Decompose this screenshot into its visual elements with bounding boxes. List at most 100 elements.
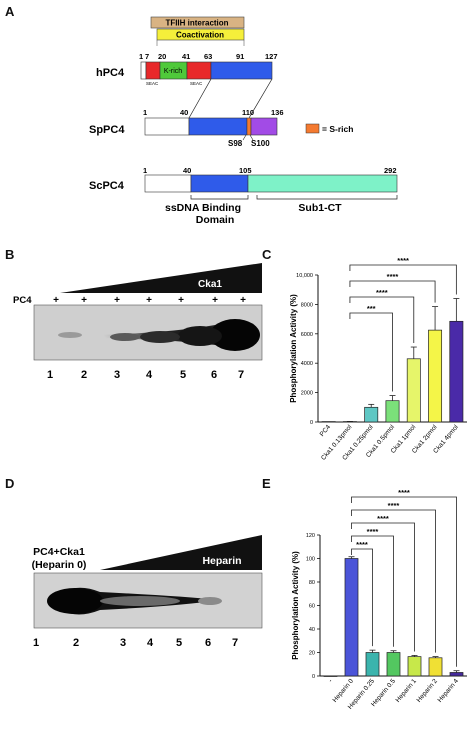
y-tick-label: 2000 <box>301 391 313 397</box>
bar <box>364 406 379 423</box>
lane-number: 6 <box>211 369 217 380</box>
significance-label: *** <box>367 304 376 313</box>
sppc4-blue <box>188 117 248 136</box>
plus-sign: + <box>212 295 218 306</box>
srich-legend-swatch <box>305 123 320 134</box>
bar <box>428 657 443 677</box>
plus-sign: + <box>53 295 59 306</box>
svg-text:S98: S98 <box>228 139 243 148</box>
svg-text:292: 292 <box>384 166 397 175</box>
bar <box>365 652 380 677</box>
krich-label: K-rich <box>164 68 182 75</box>
lane-number: 4 <box>147 637 154 649</box>
bar <box>428 329 443 423</box>
sppc4-purple <box>250 117 278 136</box>
x-tick-label: PC4 <box>319 424 333 438</box>
significance-label: **** <box>397 256 409 265</box>
svg-text:S100: S100 <box>251 139 270 148</box>
plus-sign: + <box>146 295 152 306</box>
lane-number: 4 <box>146 369 153 380</box>
y-tick-label: 8000 <box>301 302 313 308</box>
svg-text:127: 127 <box>265 52 278 61</box>
sppc4-label: SpPC4 <box>89 124 125 136</box>
y-tick-label: 10,000 <box>296 273 313 279</box>
svg-text:105: 105 <box>239 166 252 175</box>
plus-sign: + <box>178 295 184 306</box>
svg-text:40: 40 <box>183 166 191 175</box>
significance-bracket <box>351 535 394 647</box>
hpc4-seac1 <box>145 61 161 80</box>
significance-bracket <box>351 548 373 647</box>
coactivation-label: Coactivation <box>176 31 224 40</box>
bar <box>386 652 401 677</box>
significance-bracket <box>351 522 415 652</box>
plus-sign: + <box>81 295 87 306</box>
panel-label-b: B <box>5 247 15 262</box>
bar <box>406 358 421 423</box>
x-tick-label: Heparin 4 <box>437 677 461 703</box>
hpc4-seac2 <box>186 61 212 80</box>
significance-bracket <box>349 312 393 392</box>
heparin0-label: (Heparin 0) <box>32 559 87 571</box>
panel-label-d: D <box>5 476 15 491</box>
lane-number: 3 <box>120 637 126 649</box>
bar <box>344 558 359 677</box>
y-axis-label: Phosphorylation Activity (%) <box>291 551 300 660</box>
lane-number: 1 <box>47 369 53 380</box>
svg-text:7: 7 <box>145 52 149 61</box>
lane-number: 7 <box>232 637 238 649</box>
lane-number: 7 <box>238 369 244 380</box>
svg-text:SEAC: SEAC <box>190 81 203 86</box>
svg-text:40: 40 <box>180 108 188 117</box>
tfiih-box <box>150 16 245 29</box>
significance-label: **** <box>367 527 379 536</box>
cka1-wedge-label: Cka1 <box>198 279 222 290</box>
hpc4-blue <box>210 61 273 80</box>
scpc4-teal <box>247 174 398 193</box>
significance-label: **** <box>356 540 368 549</box>
significance-bracket <box>349 296 415 344</box>
heparin-wedge <box>100 535 262 570</box>
plus-sign: + <box>114 295 120 306</box>
svg-text:1: 1 <box>143 108 147 117</box>
bar-chart-c: 10,000 8000 6000 4000 2000 0 Phosphorylation A… <box>289 256 467 462</box>
pc4-cka1-label: PC4+Cka1 <box>33 546 85 558</box>
ssdna-label: ssDNA Binding Domain <box>165 202 241 226</box>
lane-number: 2 <box>73 637 79 649</box>
panel-label-a: A <box>5 4 15 19</box>
heparin-wedge-label: Heparin <box>202 555 241 567</box>
pc4-row-label: PC4 <box>13 295 32 306</box>
sppc4-white <box>144 117 190 136</box>
significance-label: **** <box>376 288 388 297</box>
svg-text:136: 136 <box>271 108 284 117</box>
hpc4-label: hPC4 <box>96 67 125 79</box>
y-tick-label: 80 <box>309 580 315 586</box>
western-blot-d: Heparin PC4+Cka1 (Heparin 0) 1 2 3 4 5 6 7 <box>32 535 263 649</box>
significance-bracket <box>349 264 457 295</box>
significance-bracket <box>349 280 436 303</box>
lane-number: 3 <box>114 369 120 380</box>
svg-text:110: 110 <box>242 108 254 117</box>
bar <box>407 656 422 677</box>
bar <box>323 675 338 677</box>
bar <box>449 320 464 423</box>
y-tick-label: 40 <box>309 627 315 633</box>
svg-text:41: 41 <box>182 52 190 61</box>
scpc4-blue <box>190 174 249 193</box>
significance-label: **** <box>377 514 389 523</box>
svg-text:20: 20 <box>158 52 166 61</box>
y-axis-label: Phosphorylation Activity (%) <box>289 294 298 403</box>
panel-label-e: E <box>262 476 271 491</box>
lane-number: 2 <box>81 369 87 380</box>
lane-number: 1 <box>33 637 39 649</box>
tfiih-label: TFIIH interaction <box>165 19 228 28</box>
lane-number: 5 <box>180 369 186 380</box>
svg-text:63: 63 <box>204 52 212 61</box>
significance-bracket <box>351 496 457 667</box>
y-tick-label: 120 <box>306 533 315 539</box>
significance-label: **** <box>387 272 399 281</box>
significance-label: **** <box>398 488 410 497</box>
y-tick-label: 0 <box>312 674 315 680</box>
y-tick-label: 60 <box>309 604 315 610</box>
western-blot-b: Cka1 PC4 + + + + + + + 1 2 3 4 5 6 7 <box>13 263 263 380</box>
